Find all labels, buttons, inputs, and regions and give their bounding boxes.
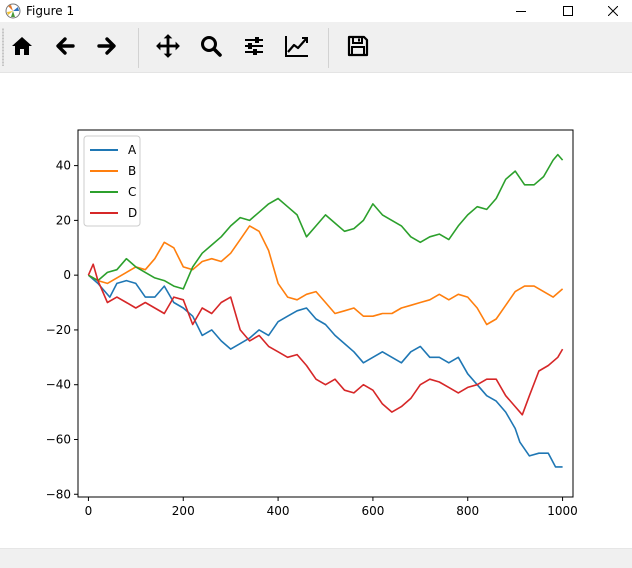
maximize-button[interactable] <box>545 0 591 22</box>
subplots-config-icon <box>245 37 263 55</box>
save-icon <box>347 35 369 57</box>
matplotlib-app-icon <box>5 3 21 19</box>
y-tick-label: 20 <box>56 213 71 227</box>
figure-canvas[interactable]: 0 200 400 600 800 1000 −80 −60 −40 −20 0 20 40 A B C D <box>0 73 632 548</box>
toolbar-separator <box>138 28 139 68</box>
navigation-toolbar <box>0 22 632 73</box>
save-button[interactable] <box>341 28 375 64</box>
legend-label-d: D <box>128 206 137 220</box>
legend-box <box>83 135 141 227</box>
pan-move-icon <box>156 34 180 58</box>
edit-axes-button[interactable] <box>280 28 314 64</box>
series-line-c <box>88 153 564 290</box>
toolbar-grip[interactable] <box>2 28 4 66</box>
legend-label-a: A <box>128 143 137 157</box>
edit-axes-icon <box>285 36 308 57</box>
legend-label-b: B <box>128 164 136 178</box>
zoom-button[interactable] <box>194 28 228 64</box>
minimize-button[interactable] <box>498 0 544 22</box>
home-icon <box>12 37 32 55</box>
x-tick-label: 800 <box>456 504 479 518</box>
x-tick-label: 600 <box>361 504 384 518</box>
configure-subplots-button[interactable] <box>237 28 271 64</box>
window-title: Figure 1 <box>26 4 75 18</box>
x-tick-label: 0 <box>85 504 93 518</box>
back-button[interactable] <box>48 28 82 64</box>
x-tick-label: 400 <box>267 504 290 518</box>
forward-arrow-icon <box>97 37 116 55</box>
home-button[interactable] <box>5 28 39 64</box>
toolbar-separator <box>328 28 329 68</box>
status-bar <box>0 548 632 568</box>
series-line-d <box>87 263 564 416</box>
y-tick-label: −60 <box>46 432 71 446</box>
close-button[interactable] <box>590 0 632 22</box>
legend-label-c: C <box>128 185 136 199</box>
forward-button[interactable] <box>90 28 124 64</box>
zoom-icon <box>201 36 222 57</box>
pan-button[interactable] <box>151 28 185 64</box>
title-bar: Figure 1 <box>0 0 632 22</box>
x-tick-label: 200 <box>172 504 195 518</box>
y-tick-label: −40 <box>46 378 71 392</box>
minimize-icon <box>516 11 526 12</box>
series-line-b <box>88 225 564 326</box>
y-tick-label: 40 <box>56 159 71 173</box>
plot-frame <box>77 129 574 498</box>
close-icon <box>608 6 618 16</box>
y-tick-label: −80 <box>46 487 71 501</box>
y-tick-label: 0 <box>63 268 71 282</box>
y-tick-label: −20 <box>46 323 71 337</box>
series-line-a <box>87 274 563 468</box>
x-tick-label: 1000 <box>547 504 578 518</box>
back-arrow-icon <box>56 37 75 55</box>
maximize-icon <box>563 6 573 16</box>
